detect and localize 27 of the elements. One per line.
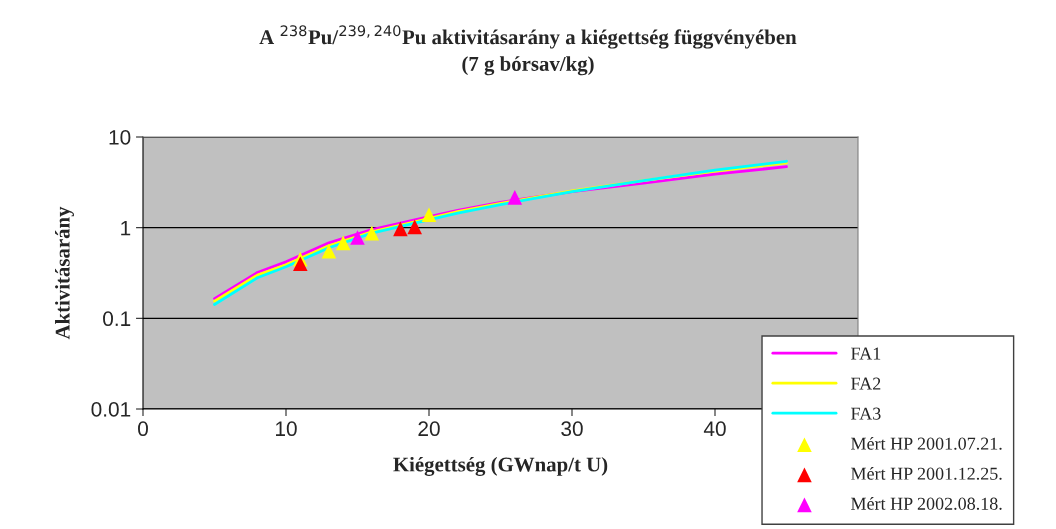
point (407, 219, 422, 235)
legend-label: FA2 (851, 377, 881, 390)
legend-label: FA3 (851, 407, 881, 420)
y-tick-label: 0.01 (91, 402, 131, 417)
y-axis-title: Aktivitásarány (55, 206, 74, 340)
x-axis-title: Kiégettség (GWnap/t U) (393, 456, 608, 476)
x-tick-label: 10 (276, 421, 297, 437)
point (321, 243, 337, 259)
legend-label: FA1 (851, 347, 881, 360)
x-tick-label: 0 (138, 421, 148, 437)
point (393, 221, 408, 237)
legend-label: Mért HP 2001.07.21. (851, 437, 1002, 450)
legend-label: Mért HP 2001.12.25. (851, 467, 1002, 480)
chart-title: A $^{238}$Pu/$^{239,240}$Pu aktivitásarány a kiégettség függvényében (7 g bórsav/kg) (259, 25, 797, 76)
point (421, 207, 437, 222)
y-tick-label: 1 (121, 220, 131, 236)
point (350, 230, 365, 245)
x-tick-label: 40 (703, 421, 726, 437)
y-tick-label: 0.1 (103, 311, 131, 327)
legend-label: Mért HP 2002.08.18. (851, 497, 1002, 510)
point (335, 235, 351, 251)
x-tick-label: 30 (561, 421, 583, 437)
y-tick-label: 10 (109, 130, 131, 145)
point (507, 190, 523, 205)
x-tick-label: 20 (418, 421, 440, 437)
point (364, 225, 380, 241)
point (293, 256, 308, 272)
